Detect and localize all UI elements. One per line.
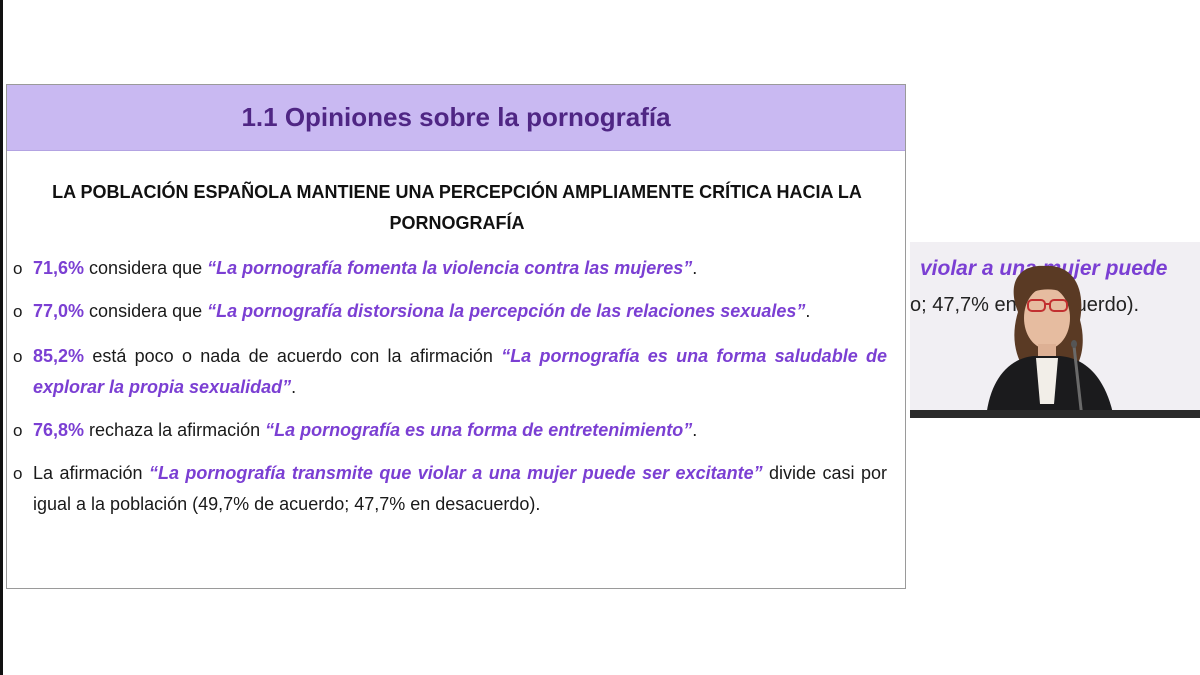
bullet-marker: o	[13, 421, 23, 440]
bullet-marker: o	[13, 347, 23, 366]
bullet-marker: o	[13, 259, 23, 278]
bullet-quote: “La pornografía es una forma de entreten…	[265, 420, 693, 440]
bullet-percentage: 71,6%	[33, 258, 85, 278]
bullet-percentage: 76,8%	[33, 420, 85, 440]
speaker-video-feed: violar a una mujer puede o; 47,7% en des…	[910, 242, 1200, 418]
bullet-item: o 71,6% considera que “La pornografía fo…	[13, 253, 887, 284]
slide-subtitle-line1: LA POBLACIÓN ESPAÑOLA MANTIENE UNA PERCE…	[52, 182, 862, 202]
bullet-text: está poco o nada de acuerdo con la afirm…	[84, 346, 502, 366]
slide-subtitle-line2: PORNOGRAFÍA	[389, 213, 525, 233]
bullet-quote: “La pornografía es una forma saludable d…	[33, 346, 887, 397]
bullet-percentage: 77,0%	[33, 301, 85, 321]
bullet-tail: .	[692, 258, 698, 278]
bullet-lead: La afirmación	[33, 463, 149, 483]
bullet-quote: “La pornografía distorsiona la percepció…	[207, 301, 806, 321]
bullet-item: o 77,0% considera que “La pornografía di…	[13, 296, 887, 327]
presentation-slide: 1.1 Opiniones sobre la pornografía LA PO…	[6, 84, 906, 589]
slide-title: 1.1 Opiniones sobre la pornografía	[241, 102, 671, 132]
slide-subtitle: LA POBLACIÓN ESPAÑOLA MANTIENE UNA PERCE…	[27, 177, 887, 239]
bullet-text: considera que	[84, 258, 208, 278]
bullet-tail: .	[805, 301, 811, 321]
bullet-percentage: 85,2%	[33, 346, 85, 366]
window-edge	[0, 0, 3, 675]
bullet-item: o 76,8% rechaza la afirmación “La pornog…	[13, 415, 887, 446]
bullet-tail: .	[291, 377, 297, 397]
bullet-text: rechaza la afirmación	[84, 420, 266, 440]
slide-header: 1.1 Opiniones sobre la pornografía	[7, 85, 905, 151]
video-desk-edge	[910, 410, 1200, 418]
bullet-quote: “La pornografía fomenta la violencia con…	[207, 258, 693, 278]
bullet-tail: .	[692, 420, 698, 440]
bullet-item: o La afirmación “La pornografía transmit…	[13, 458, 887, 520]
bullet-list: o 71,6% considera que “La pornografía fo…	[13, 253, 887, 532]
bullet-marker: o	[13, 464, 23, 483]
bullet-quote: “La pornografía transmite que violar a u…	[148, 463, 763, 483]
speaker-figure	[986, 265, 1114, 418]
bullet-item: o 85,2% está poco o nada de acuerdo con …	[13, 341, 887, 403]
bullet-tail: divide casi por igual a la población (49…	[33, 463, 887, 514]
bullet-marker: o	[13, 302, 23, 321]
bullet-text: considera que	[84, 301, 208, 321]
